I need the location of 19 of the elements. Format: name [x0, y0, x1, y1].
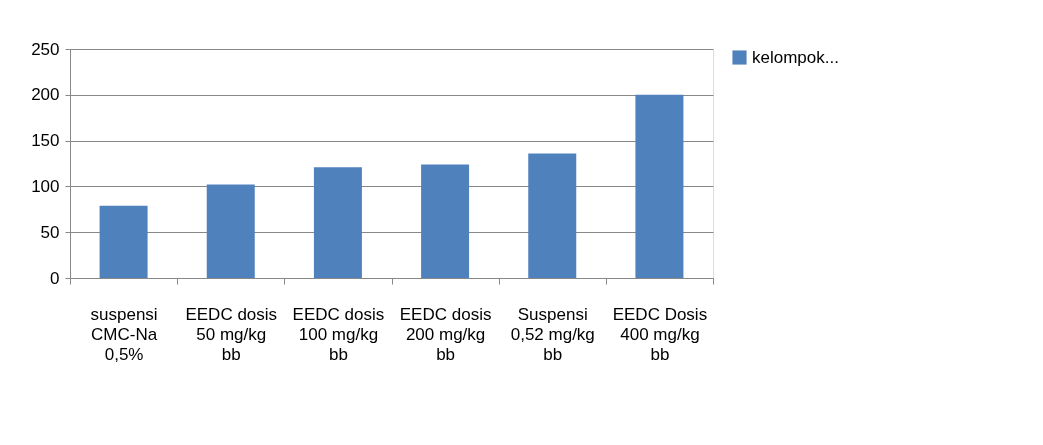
x-tick-label: EEDC Dosis 400 mg/kg bb: [612, 304, 708, 364]
y-tick-label: 250: [31, 39, 60, 59]
y-tick-label: 50: [40, 222, 60, 242]
x-tick-label: Suspensi 0,52 mg/kg bb: [510, 304, 595, 364]
x-tick-label: EEDC dosis 50 mg/kg bb: [185, 304, 278, 364]
y-tick-label: 150: [31, 131, 60, 151]
bar: [421, 164, 470, 278]
bar: [313, 167, 362, 278]
x-tick-label: EEDC dosis 200 mg/kg bb: [399, 304, 492, 364]
x-tick-label: suspensi CMC-Na 0,5%: [90, 304, 158, 364]
bar: [528, 153, 577, 278]
bar: [206, 184, 255, 278]
y-tick-label: 100: [31, 176, 60, 196]
bar: [99, 205, 148, 278]
legend-label: kelompok...: [752, 47, 839, 67]
y-tick-label: 200: [31, 85, 60, 105]
x-tick-label: EEDC dosis 100 mg/kg bb: [292, 304, 385, 364]
y-tick-label: 0: [50, 268, 60, 288]
bar: [635, 94, 684, 278]
